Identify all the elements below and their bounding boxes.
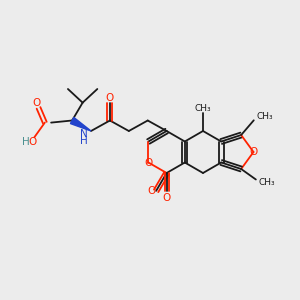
Text: CH₃: CH₃ (257, 112, 273, 121)
Text: O: O (163, 193, 171, 203)
Polygon shape (70, 117, 91, 131)
Text: N: N (80, 129, 88, 139)
Text: O: O (147, 186, 155, 196)
Text: O: O (144, 158, 153, 167)
Text: CH₃: CH₃ (259, 178, 275, 187)
Text: O: O (106, 93, 114, 103)
Text: O: O (32, 98, 41, 108)
Text: CH₃: CH₃ (195, 104, 211, 112)
Text: O: O (28, 137, 37, 147)
Text: O: O (249, 147, 258, 157)
Text: H: H (80, 136, 88, 146)
Text: H: H (22, 137, 30, 147)
